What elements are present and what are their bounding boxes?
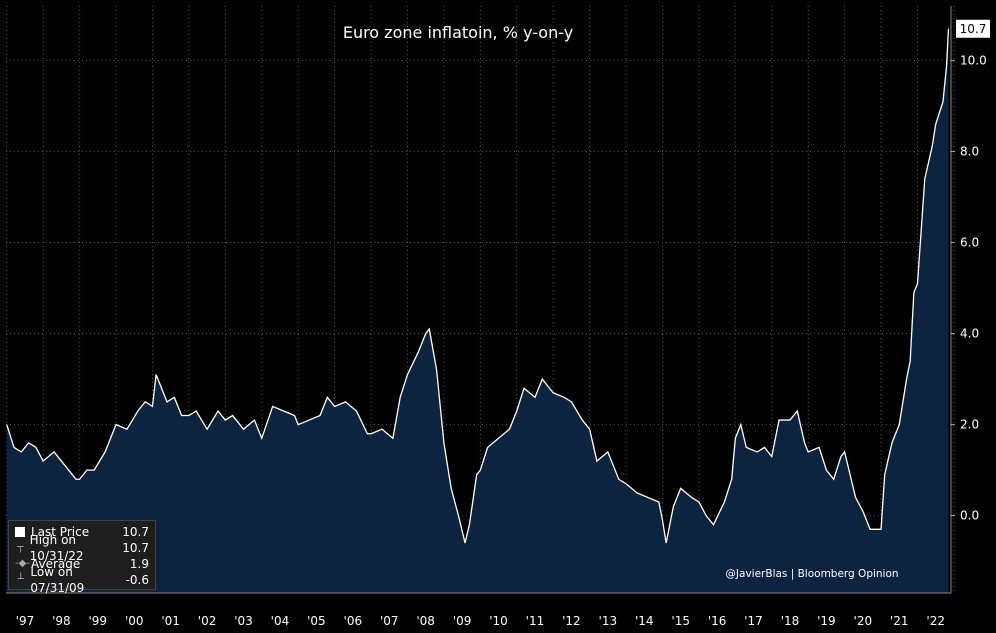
x-tick-label: '10 xyxy=(489,614,508,628)
legend-label: Average xyxy=(31,557,81,571)
x-tick-label: '01 xyxy=(161,614,180,628)
legend-row-last-price: Last Price 10.7 xyxy=(15,524,149,540)
series-line xyxy=(6,28,950,544)
legend-row-low: ┴ Low on 07/31/09 -0.6 xyxy=(15,565,149,595)
y-tick-label: 8.0 xyxy=(960,145,979,159)
x-tick-label: '17 xyxy=(744,614,763,628)
x-tick-label: '02 xyxy=(198,614,217,628)
x-tick-label: '98 xyxy=(52,614,71,628)
legend-label: Last Price xyxy=(31,525,90,539)
legend-row-average: -◆- Average 1.9 xyxy=(15,556,149,572)
y-tick-label: 10.0 xyxy=(960,54,987,68)
x-tick-label: '99 xyxy=(89,614,108,628)
legend-label: High on 10/31/22 xyxy=(29,533,84,563)
y-axis: 10.0 8.0 6.0 4.0 2.0 0.0 10.7 xyxy=(950,6,990,593)
x-tick-label: '22 xyxy=(926,614,945,628)
area-series xyxy=(6,28,950,593)
legend-value: 10.7 xyxy=(122,525,149,539)
x-tick-label: '05 xyxy=(307,614,326,628)
legend-value: 10.7 xyxy=(122,541,149,555)
x-tick-label: '09 xyxy=(453,614,472,628)
x-tick-label: '06 xyxy=(344,614,363,628)
x-tick-label: '21 xyxy=(890,614,909,628)
legend-label: Low on 07/31/09 xyxy=(30,565,85,595)
y-tick-label: 0.0 xyxy=(960,509,979,523)
legend-row-high: ┬ High on 10/31/22 10.7 xyxy=(15,533,149,563)
x-tick-label: '20 xyxy=(854,614,873,628)
legend: Last Price 10.7 ┬ High on 10/31/22 10.7 -… xyxy=(8,520,156,595)
x-axis: '97 '98 '99 '00 '01 '02 '03 '04 '05 '06 '07 '08 '09 '… xyxy=(6,592,951,628)
x-tick-label: '12 xyxy=(562,614,581,628)
y-tick-label: 2.0 xyxy=(960,418,979,432)
last-value-badge xyxy=(956,19,990,38)
x-tick-label: '08 xyxy=(416,614,435,628)
y-tick-label: 4.0 xyxy=(960,327,979,341)
low-marker-icon: ┴ xyxy=(17,574,24,585)
x-tick-label: '07 xyxy=(380,614,399,628)
x-tick-label: '16 xyxy=(708,614,727,628)
legend-value: -0.6 xyxy=(125,573,149,587)
last-value-label: 10.7 xyxy=(960,22,987,36)
x-tick-label: '11 xyxy=(526,614,545,628)
area-fill xyxy=(6,28,949,593)
x-tick-label: '13 xyxy=(599,614,618,628)
square-icon xyxy=(15,527,25,537)
x-tick-label: '00 xyxy=(125,614,144,628)
x-tick-label: '18 xyxy=(781,614,800,628)
chart-title: Euro zone inflatoin, % y-on-y xyxy=(343,23,573,42)
y-tick-label: 6.0 xyxy=(960,236,979,250)
high-marker-icon: ┬ xyxy=(17,542,24,553)
x-tick-label: '03 xyxy=(234,614,253,628)
x-tick-label: '04 xyxy=(271,614,290,628)
x-tick-label: '97 xyxy=(16,614,35,628)
chart-credit: @JavierBlas | Bloomberg Opinion xyxy=(725,568,898,580)
x-tick-label: '19 xyxy=(817,614,836,628)
x-tick-label: '15 xyxy=(671,614,690,628)
legend-value: 1.9 xyxy=(129,557,149,571)
average-marker-icon: -◆- xyxy=(15,558,30,569)
x-tick-label: '14 xyxy=(635,614,654,628)
